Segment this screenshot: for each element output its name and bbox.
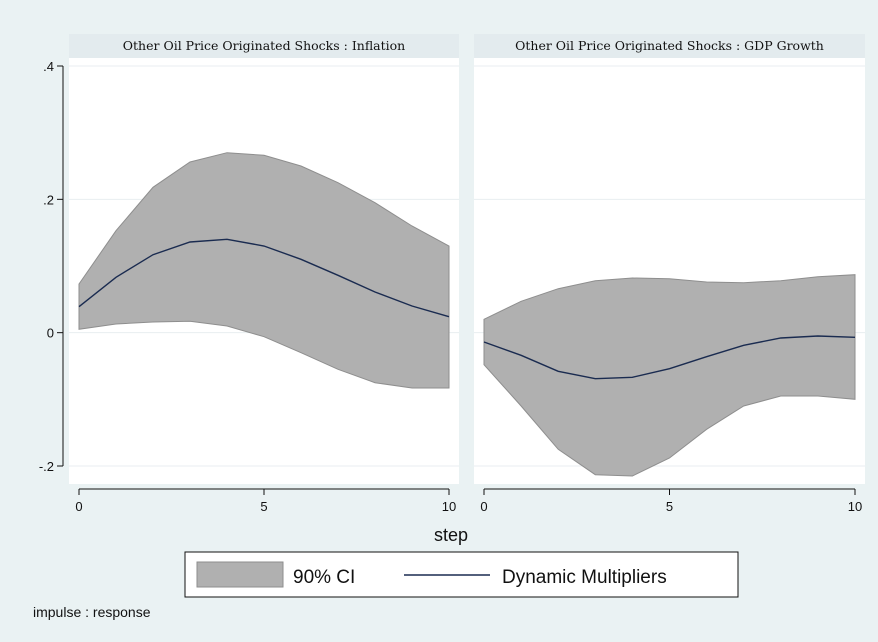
panel-2-x-tick-label-1: 0 — [480, 499, 487, 514]
legend-swatch-ci — [196, 561, 284, 588]
panel-2-ci-band — [483, 274, 856, 477]
panel-1-x-tick-label-3: 10 — [442, 499, 456, 514]
panel-1-x-tick-label-2: 5 — [260, 499, 267, 514]
panels-layer: Other Oil Price Originated Shocks : Infl… — [69, 34, 865, 514]
panel-2-x-tick-label-2: 5 — [666, 499, 673, 514]
y-tick-label-2: .2 — [43, 192, 54, 207]
legend-label-line: Dynamic Multipliers — [502, 567, 667, 588]
y-axis: .4 .2 0 -.2 — [39, 59, 64, 474]
figure-note: impulse : response — [33, 604, 151, 620]
panel-2: Other Oil Price Originated Shocks : GDP … — [474, 34, 865, 514]
panel-1-x-tick-label-1: 0 — [75, 499, 82, 514]
panel-2-title: Other Oil Price Originated Shocks : GDP … — [515, 38, 824, 53]
panel-1: Other Oil Price Originated Shocks : Infl… — [69, 34, 459, 514]
panel-2-x-tick-label-3: 10 — [848, 499, 862, 514]
y-tick-label-3: 0 — [47, 326, 54, 341]
panel-2-multiplier-line — [483, 335, 856, 380]
panel-1-multiplier-line — [78, 238, 450, 318]
panel-1-ci-band — [78, 152, 450, 389]
panel-1-title-strip — [69, 34, 459, 58]
legend: 90% CI Dynamic Multipliers — [184, 551, 739, 598]
y-tick-label-1: .4 — [43, 59, 54, 74]
legend-label-ci: 90% CI — [293, 567, 355, 588]
y-tick-label-4: -.2 — [39, 459, 54, 474]
panel-1-title: Other Oil Price Originated Shocks : Infl… — [123, 38, 405, 53]
panel-2-title-strip — [474, 34, 865, 58]
x-axis-title: step — [434, 525, 468, 545]
